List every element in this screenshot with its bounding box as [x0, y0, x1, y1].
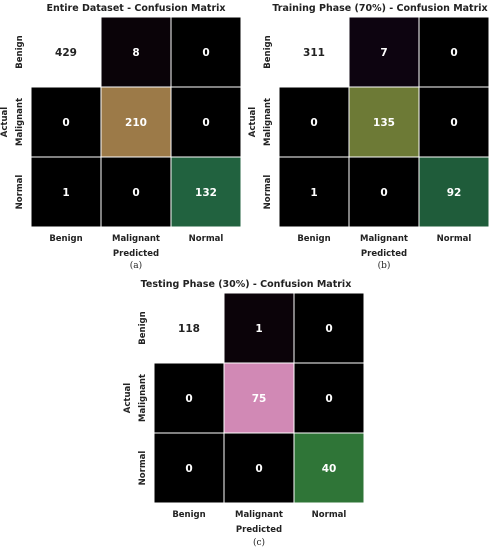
cell-value-label: 0	[380, 187, 387, 199]
heatmap-cell-benign-benign	[153, 292, 225, 364]
column-tick-label: Benign	[49, 234, 82, 244]
heatmap-cell-normal-normal	[293, 432, 365, 504]
row-tick-label: Malignant	[15, 98, 25, 146]
heatmap-cell-normal-normal	[170, 156, 242, 228]
cell-value-label: 7	[380, 47, 387, 59]
heatmap-cell-benign-benign	[278, 16, 350, 88]
heatmap-cell-benign-malignant	[223, 292, 295, 364]
x-axis-label: Predicted	[361, 249, 407, 259]
column-tick-label: Normal	[437, 234, 472, 244]
heatmap-cell-malignant-benign	[153, 362, 225, 434]
chart-title: Testing Phase (30%) - Confusion Matrix	[141, 279, 352, 290]
column-tick-label: Benign	[172, 510, 205, 520]
column-tick-label: Normal	[189, 234, 224, 244]
cell-value-label: 132	[195, 187, 217, 199]
y-axis-label: Actual	[123, 383, 133, 413]
cell-value-label: 118	[178, 323, 200, 335]
cell-value-label: 0	[325, 323, 332, 335]
heatmap-cell-malignant-normal	[293, 362, 365, 434]
heatmap-cell-benign-normal	[170, 16, 242, 88]
cell-value-label: 8	[132, 47, 139, 59]
row-tick-label: Benign	[138, 311, 148, 344]
cell-value-label: 0	[255, 463, 262, 475]
cell-value-label: 0	[202, 47, 209, 59]
cell-value-label: 1	[62, 187, 69, 199]
panel-testing-phase: Testing Phase (30%) - Confusion Matrix11…	[123, 279, 365, 548]
cell-value-label: 210	[125, 117, 147, 129]
cell-value-label: 0	[202, 117, 209, 129]
panel-entire-dataset: Entire Dataset - Confusion Matrix 429 8 0 0 2…	[0, 3, 242, 271]
row-tick-label: Benign	[263, 35, 273, 68]
heatmap-cell-malignant-malignant	[223, 362, 295, 434]
heatmap-cell-benign-benign	[30, 16, 102, 88]
cell-value-label: 0	[450, 47, 457, 59]
x-axis-label: Predicted	[236, 525, 282, 535]
subfigure-caption: (c)	[253, 537, 265, 548]
column-tick-label: Normal	[312, 510, 347, 520]
row-tick-label: Malignant	[138, 374, 148, 422]
cell-value-label: 1	[255, 323, 262, 335]
cell-value-label: 0	[62, 117, 69, 129]
chart-title: Entire Dataset - Confusion Matrix	[46, 3, 225, 14]
heatmap-cell-normal-malignant	[348, 156, 420, 228]
subfigure-caption: (a)	[130, 260, 142, 271]
heatmap-cell-benign-normal	[293, 292, 365, 364]
heatmap-cell-normal-benign	[153, 432, 225, 504]
cell-value-label: 75	[252, 393, 267, 405]
cell-value-label: 0	[185, 393, 192, 405]
cell-value-label: 311	[303, 47, 325, 59]
cell-value-label: 135	[373, 117, 395, 129]
cell-value-label: 0	[325, 393, 332, 405]
panel-training-phase: Training Phase (70%) - Confusion Matrix 3…	[248, 3, 490, 271]
cell-value-label: 1	[310, 187, 317, 199]
cell-value-label: 0	[132, 187, 139, 199]
row-tick-label: Normal	[138, 451, 148, 486]
row-tick-label: Normal	[263, 175, 273, 210]
subfigure-caption: (b)	[378, 260, 391, 271]
heatmap-cell-normal-normal	[418, 156, 490, 228]
cell-value-label: 429	[55, 47, 77, 59]
heatmap-cell-normal-benign	[30, 156, 102, 228]
heatmap-cell-normal-malignant	[100, 156, 172, 228]
heatmap-cell-malignant-normal	[170, 86, 242, 158]
y-axis-label: Actual	[248, 107, 258, 137]
cell-value-label: 40	[322, 463, 337, 475]
column-tick-label: Benign	[297, 234, 330, 244]
heatmap-cell-benign-malignant	[100, 16, 172, 88]
heatmap-cell-malignant-benign	[30, 86, 102, 158]
heatmap-cell-malignant-malignant	[348, 86, 420, 158]
row-tick-label: Benign	[15, 35, 25, 68]
cell-value-label: 0	[185, 463, 192, 475]
cell-value-label: 0	[310, 117, 317, 129]
y-axis-label: Actual	[0, 107, 10, 137]
cell-value-label: 92	[447, 187, 462, 199]
heatmap-cell-benign-normal	[418, 16, 490, 88]
cell-value-label: 0	[450, 117, 457, 129]
x-axis-label: Predicted	[113, 249, 159, 259]
heatmap-cell-malignant-normal	[418, 86, 490, 158]
column-tick-label: Malignant	[112, 234, 160, 244]
column-tick-label: Malignant	[235, 510, 283, 520]
chart-title: Training Phase (70%) - Confusion Matrix	[272, 3, 487, 14]
heatmap-cell-normal-benign	[278, 156, 350, 228]
column-tick-label: Malignant	[360, 234, 408, 244]
row-tick-label: Malignant	[263, 98, 273, 146]
row-tick-label: Normal	[15, 175, 25, 210]
